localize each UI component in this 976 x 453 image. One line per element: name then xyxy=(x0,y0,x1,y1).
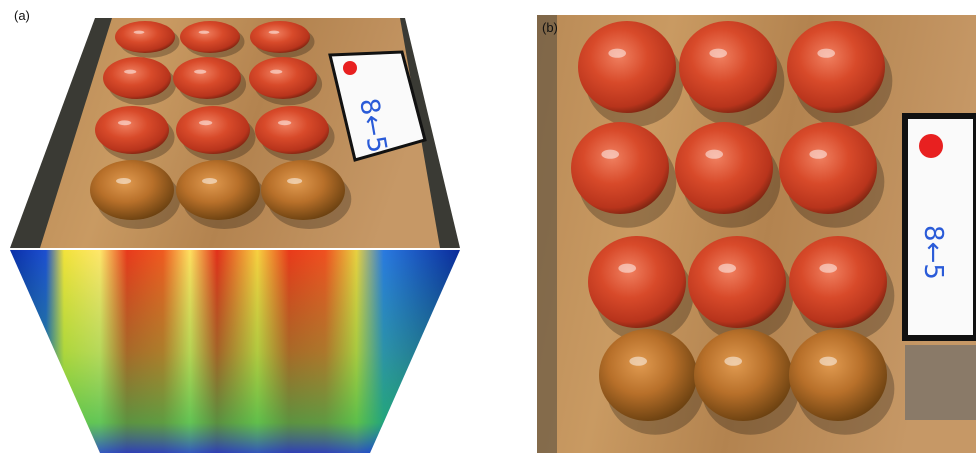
spectral-fade xyxy=(10,250,460,453)
card-dot xyxy=(343,61,357,75)
tomato-highlight xyxy=(819,263,838,273)
tomato xyxy=(173,57,241,99)
tomato-highlight xyxy=(194,69,207,74)
tomato-highlight xyxy=(277,120,292,126)
tomato xyxy=(779,122,877,214)
tomato-highlight xyxy=(608,48,627,58)
tomato xyxy=(180,21,240,53)
tomato xyxy=(588,236,686,328)
tomato xyxy=(255,106,329,154)
tomatoes-b xyxy=(571,21,895,435)
tomato-highlight xyxy=(601,149,620,159)
tomato xyxy=(789,236,887,328)
tomato-highlight xyxy=(116,178,132,184)
tomato xyxy=(787,21,885,113)
tomato xyxy=(261,160,345,220)
card-text: 8←5 xyxy=(918,225,948,280)
tomato-highlight xyxy=(124,69,137,74)
tomato xyxy=(688,236,786,328)
bark xyxy=(905,345,976,420)
tomato xyxy=(599,329,697,421)
tomato-highlight xyxy=(709,48,728,58)
tomato-highlight xyxy=(198,120,213,126)
tomato xyxy=(90,160,174,220)
tomato xyxy=(176,160,260,220)
tomato-highlight xyxy=(287,178,303,184)
tomato xyxy=(789,329,887,421)
tomato xyxy=(95,106,169,154)
tomato xyxy=(675,122,773,214)
card xyxy=(328,50,427,162)
tomato-highlight xyxy=(117,120,132,126)
tomato xyxy=(115,21,175,53)
tomato-highlight xyxy=(817,48,836,58)
tomato-highlight xyxy=(198,30,210,34)
tomato xyxy=(694,329,792,421)
tomato-highlight xyxy=(618,263,637,273)
tomato-highlight xyxy=(268,30,280,34)
tomatoes-a xyxy=(90,21,352,229)
card-dot xyxy=(919,134,943,158)
panel-label: (a) xyxy=(14,8,30,23)
tomato-highlight xyxy=(724,356,743,366)
tomato xyxy=(249,57,317,99)
tomato-highlight xyxy=(809,149,828,159)
tomato-highlight xyxy=(819,356,838,366)
tomato xyxy=(578,21,676,113)
board-edge xyxy=(537,15,557,453)
tomato xyxy=(679,21,777,113)
tomato xyxy=(176,106,250,154)
tomato-highlight xyxy=(629,356,648,366)
tomato xyxy=(103,57,171,99)
tomato-highlight xyxy=(133,30,145,34)
tomato-highlight xyxy=(270,69,283,74)
panel-label: (b) xyxy=(542,20,558,35)
tomato-highlight xyxy=(202,178,218,184)
tomato xyxy=(571,122,669,214)
tomato-highlight xyxy=(718,263,737,273)
tomato-highlight xyxy=(705,149,724,159)
tomato xyxy=(250,21,310,53)
